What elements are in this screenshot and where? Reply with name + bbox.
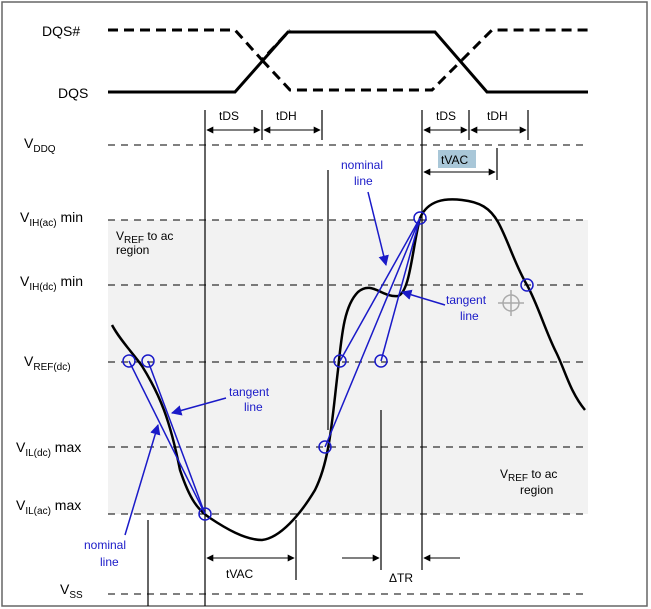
tangent-line-left [147,360,206,515]
tangent-line-right [380,217,421,362]
tangent-right-label-2: line [460,309,479,323]
crossing-marker [333,354,347,368]
dqs-bar-waveform-c [260,58,464,92]
dqs-label: DQS [58,85,88,101]
vref-dc-label: VREF(dc) [24,353,71,373]
tangent-right-label-1: tangent [446,293,487,307]
dqs-waveform [108,30,588,94]
tangent-left-label-1: tangent [229,385,270,399]
lower-vref-ac-region [108,362,588,514]
tangent-left-arrow [170,397,227,416]
vih-ac-label: VIH(ac) min [20,209,83,229]
delta-tr-label: ΔTR [389,571,413,585]
upper-region-label-1: VREF to ac [116,229,173,246]
tvac-bottom-label: tVAC [226,567,253,581]
upper-region-label-2: region [116,243,149,257]
nominal-left-label-2: line [100,555,119,569]
crossing-marker [374,354,388,368]
tds-right-label: tDS [436,109,456,123]
nominal-left-label-1: nominal [84,538,126,552]
upper-vref-ac-region [108,220,588,362]
vil-ac-label: VIL(ac) max [16,497,81,517]
crossing-marker [141,354,155,368]
dqs-bar-waveform-a [108,28,292,63]
crossing-marker [520,278,534,292]
crossing-marker [318,440,332,454]
tdh-right-label: tDH [487,109,508,123]
nominal-line-left [128,360,206,515]
vil-dc-label: VIL(dc) max [16,439,81,459]
dqs-bar-label: DQS# [42,23,80,39]
tangent-line-right-extended [324,217,421,448]
vss-label: VSS [60,581,83,601]
nominal-right-label-2: line [354,174,373,188]
tangent-right-arrow [400,289,446,306]
input-waveform [110,198,586,542]
nominal-right-arrow [367,191,389,267]
move-cursor-icon [498,290,524,316]
nominal-line-right [339,217,421,362]
nominal-left-arrow [124,423,161,536]
tds-left-label: tDS [219,109,239,123]
crossing-marker [122,354,136,368]
vddq-label: VDDQ [24,135,56,155]
lower-region-label-1: VREF to ac [500,467,557,484]
nominal-right-label-1: nominal [341,158,383,172]
tdh-left-label: tDH [276,109,297,123]
tvac-top-highlight [438,150,476,168]
crossing-marker [413,211,427,225]
tangent-left-label-2: line [244,400,263,414]
vih-dc-label: VIH(dc) min [20,273,83,293]
crossing-marker [198,507,212,521]
lower-region-label-2: region [520,483,553,497]
tvac-top-label: tVAC [441,153,468,167]
